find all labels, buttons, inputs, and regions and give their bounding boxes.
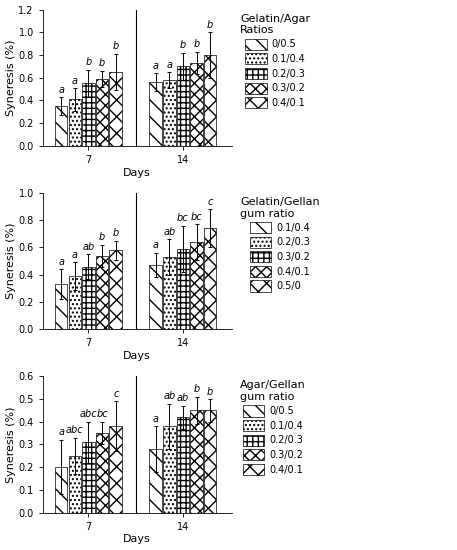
Text: a: a xyxy=(153,414,159,424)
Bar xyxy=(190,63,203,146)
Bar xyxy=(177,67,189,146)
Text: a: a xyxy=(58,427,64,437)
Y-axis label: Syneresis (%): Syneresis (%) xyxy=(5,223,16,299)
Bar xyxy=(163,257,175,329)
Text: a: a xyxy=(153,60,159,71)
Legend: 0.1/0.4, 0.2/0.3, 0.3/0.2, 0.4/0.1, 0.5/0: 0.1/0.4, 0.2/0.3, 0.3/0.2, 0.4/0.1, 0.5/… xyxy=(238,195,322,294)
Text: b: b xyxy=(207,387,213,397)
Bar xyxy=(96,256,108,329)
Text: ab: ab xyxy=(163,227,175,237)
Text: ab: ab xyxy=(177,393,189,403)
Text: b: b xyxy=(193,39,200,49)
Bar xyxy=(69,276,81,329)
Bar xyxy=(163,80,175,146)
Legend: 0/0.5, 0.1/0.4, 0.2/0.3, 0.3/0.2, 0.4/0.1: 0/0.5, 0.1/0.4, 0.2/0.3, 0.3/0.2, 0.4/0.… xyxy=(238,12,312,111)
Bar xyxy=(190,410,203,513)
Y-axis label: Syneresis (%): Syneresis (%) xyxy=(5,406,16,483)
Text: b: b xyxy=(207,20,213,30)
Bar xyxy=(149,265,162,329)
Text: a: a xyxy=(58,257,64,267)
X-axis label: Days: Days xyxy=(123,535,151,544)
Bar xyxy=(177,249,189,329)
Bar xyxy=(82,442,95,513)
Bar xyxy=(82,267,95,329)
Bar xyxy=(96,433,108,513)
Text: a: a xyxy=(166,59,172,70)
Bar xyxy=(82,84,95,146)
Text: bc: bc xyxy=(177,213,189,223)
Y-axis label: Syneresis (%): Syneresis (%) xyxy=(5,40,16,116)
Text: b: b xyxy=(85,57,91,67)
Text: b: b xyxy=(112,228,119,238)
Text: abc: abc xyxy=(80,409,97,419)
Text: b: b xyxy=(180,40,186,50)
Bar xyxy=(55,106,68,146)
Bar xyxy=(55,467,68,513)
Bar xyxy=(204,410,217,513)
Text: bc: bc xyxy=(96,409,108,419)
Bar xyxy=(149,82,162,146)
Text: b: b xyxy=(193,384,200,394)
Text: ab: ab xyxy=(82,242,95,252)
Bar xyxy=(110,426,122,513)
Bar xyxy=(204,228,217,329)
Bar xyxy=(163,426,175,513)
X-axis label: Days: Days xyxy=(123,168,151,178)
Bar xyxy=(204,55,217,146)
Bar xyxy=(110,72,122,146)
X-axis label: Days: Days xyxy=(123,351,151,361)
Bar xyxy=(110,250,122,329)
Text: b: b xyxy=(112,41,119,52)
Text: abc: abc xyxy=(66,425,84,435)
Text: c: c xyxy=(113,389,118,399)
Text: c: c xyxy=(207,197,213,207)
Bar xyxy=(149,449,162,513)
Text: b: b xyxy=(99,58,105,69)
Text: a: a xyxy=(58,85,64,95)
Bar xyxy=(190,242,203,329)
Bar xyxy=(96,79,108,146)
Text: a: a xyxy=(72,75,78,86)
Bar xyxy=(177,417,189,513)
Text: a: a xyxy=(72,250,78,260)
Bar xyxy=(69,100,81,146)
Text: bc: bc xyxy=(191,212,202,222)
Text: a: a xyxy=(153,240,159,250)
Text: b: b xyxy=(99,232,105,242)
Bar xyxy=(55,284,68,329)
Legend: 0/0.5, 0.1/0.4, 0.2/0.3, 0.3/0.2, 0.4/0.1: 0/0.5, 0.1/0.4, 0.2/0.3, 0.3/0.2, 0.4/0.… xyxy=(238,378,308,477)
Text: ab: ab xyxy=(163,391,175,401)
Bar xyxy=(69,456,81,513)
